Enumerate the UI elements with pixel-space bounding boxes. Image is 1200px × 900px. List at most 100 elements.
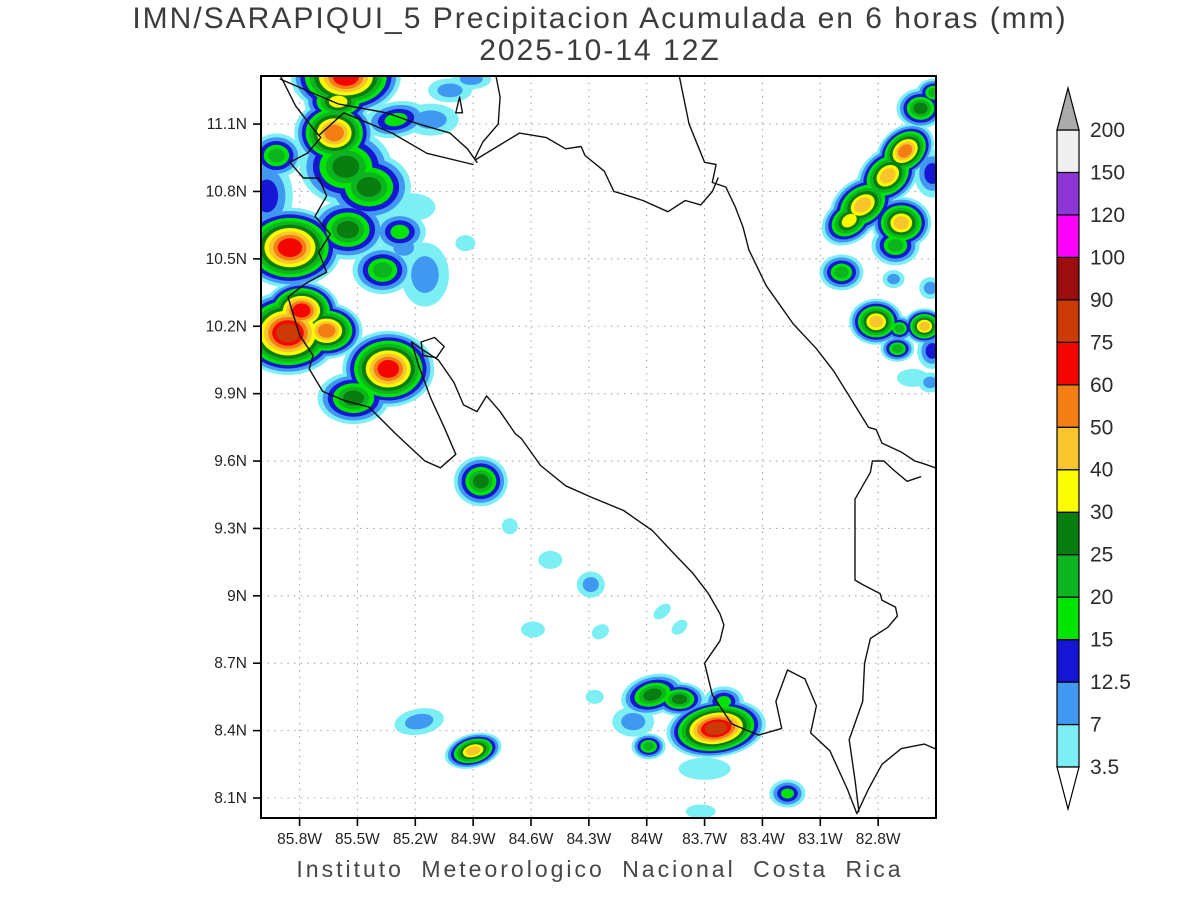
colorbar-tick-label: 90 [1090,289,1113,312]
precip-contour-band [292,303,311,318]
colorbar-tick-label: 15 [1090,629,1113,652]
colorbar-band [1056,214,1080,259]
x-axis-tick-label: 84.3W [566,831,611,848]
colorbar-band [1056,638,1080,683]
x-axis-tick-label: 83.7W [682,831,727,848]
precip-contour-band [324,124,345,142]
precip-contour-band [671,694,688,705]
precip-contour-band [891,344,903,353]
x-axis-tick-label: 83.4W [740,831,785,848]
precip-contour-band [780,788,795,799]
coastline-path [474,132,719,213]
precip-contour-band [459,76,483,85]
y-axis-tick-label: 9.3N [214,520,247,537]
precip-contour-band [437,83,463,98]
y-axis-tick-label: 10.5N [206,251,247,268]
colorbar-band [1056,554,1080,598]
colorbar-band [1056,256,1080,301]
precip-contour-band [501,518,518,535]
coastline-path [678,76,936,469]
x-axis-tick-label: 85.2W [393,831,438,848]
colorbar-tick-label: 40 [1090,459,1113,482]
colorbar-band [1056,511,1080,556]
x-axis-tick-label: 84.6W [509,831,554,848]
coastline-path [279,76,936,815]
colorbar-band [1056,171,1080,216]
precip-contour-band [841,213,857,228]
precip-contour-band [372,262,393,278]
precip-contour-band [893,216,909,230]
precip-contour-band [879,168,896,184]
precip-shaded-contours [261,76,936,818]
precip-contour-band [317,323,336,338]
coastline-path [420,336,445,359]
precip-contour-band [404,713,434,730]
precip-contour-band [390,224,410,240]
coastline-path [455,96,464,114]
map-frame [260,75,937,819]
precip-contour-band [276,323,300,343]
y-axis-tick-label: 10.2N [206,318,247,335]
y-axis-tick-label: 10.8N [206,183,247,200]
colorbar-band [1056,723,1080,768]
precip-contour-band [377,360,400,378]
x-axis-tick-label: 84W [631,831,663,848]
colorbar-tick-label: 3.5 [1090,756,1119,779]
chart-subtitle-date: 2025-10-14 12Z [479,34,721,67]
colorbar-tick-label: 30 [1090,501,1113,524]
y-axis-tick-label: 11.1N [207,116,247,133]
x-axis-tick-label: 82.8W [856,831,901,848]
y-axis-tick-label: 9N [227,588,247,605]
colorbar-band [1056,299,1080,343]
precip-contour-band [643,742,655,751]
precip-contour-band [356,177,382,197]
precip-contour-band [643,688,662,701]
coastline-path [474,76,501,159]
x-axis-tick-label: 85.5W [335,831,380,848]
precip-contour-band [472,473,489,489]
precip-contour-band [336,220,359,239]
precip-contour-band [268,148,285,163]
y-axis-tick-label: 9.6N [214,453,247,470]
colorbar-under-arrow-icon [1056,766,1080,812]
colorbar-tick-label: 120 [1090,204,1125,227]
colorbar-tick-label: 100 [1090,246,1125,269]
colorbar-band [1056,341,1080,386]
coastline-layer [279,76,936,815]
precip-contour-band [869,315,884,328]
precip-contour-band [277,238,303,258]
precip-contour-band [919,321,930,331]
source-credit: Instituto Meteorologico Nacional Costa R… [296,856,904,882]
colorbar-tick-label: 150 [1090,161,1125,184]
y-axis-tick-label: 8.1N [214,790,247,807]
colorbar-band [1056,426,1080,471]
colorbar-band [1056,681,1080,726]
precip-contour-band [685,804,716,818]
precip-contour-band [261,179,279,213]
colorbar-band [1056,596,1080,641]
precip-contour-band [834,266,849,279]
colorbar-tick-label: 25 [1090,544,1113,567]
colorbar-tick-label: 20 [1090,586,1113,609]
x-axis-tick-label: 84.9W [451,831,496,848]
colorbar-band [1056,129,1080,174]
precip-contour-band [704,721,728,736]
precip-contour-band [887,238,904,252]
colorbar-tick-label: 12.5 [1090,671,1131,694]
precip-contour-band [925,343,936,359]
precip-contour-band [621,713,646,731]
precip-contour-band [913,102,928,115]
y-axis-tick-label: 8.4N [214,723,247,740]
precip-contour-band [923,281,936,295]
coastline-path [318,112,474,166]
precip-contour-band [520,621,545,638]
colorbar-tick-label: 7 [1090,714,1102,737]
y-axis-tick-label: 9.9N [214,386,247,403]
colorbar-tick-label: 50 [1090,416,1113,439]
precip-contour-band [465,746,481,756]
colorbar-over-arrow-icon [1056,85,1080,131]
y-axis-tick-label: 8.7N [214,655,247,672]
precip-contour-band [455,235,476,252]
precip-contour-band [538,550,563,569]
